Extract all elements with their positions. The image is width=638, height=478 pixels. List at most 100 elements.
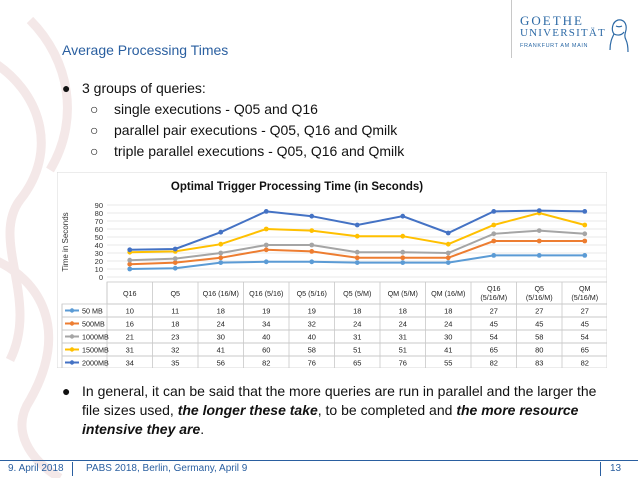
conclusion-emphasis-1: the longer these take: [177, 402, 318, 418]
data-label: 51: [399, 346, 407, 355]
x-tick-label: Q16 (16/M): [203, 289, 239, 298]
data-point: [309, 249, 315, 254]
x-tick-label: QM (5/M): [388, 289, 418, 298]
data-label: 27: [581, 307, 589, 316]
data-label: 21: [126, 333, 134, 342]
data-point: [218, 250, 224, 256]
data-label: 19: [308, 307, 316, 316]
data-label: 58: [535, 333, 543, 342]
data-label: 18: [399, 307, 407, 316]
x-tick-label: QM (16/M): [431, 289, 465, 298]
data-point: [218, 260, 224, 265]
legend-key-marker: [69, 321, 75, 326]
y-tick-label: 0: [99, 273, 103, 282]
data-label: 31: [399, 333, 407, 342]
y-tick-label: 60: [95, 225, 103, 234]
data-point: [491, 231, 497, 237]
sub-bullet-text: parallel pair executions - Q05, Q16 and …: [114, 122, 398, 138]
data-label: 23: [171, 333, 179, 342]
data-label: 24: [399, 320, 407, 329]
data-point: [263, 247, 269, 253]
data-point: [263, 259, 269, 265]
data-label: 30: [217, 333, 225, 342]
data-label: 45: [535, 320, 543, 329]
data-point: [582, 238, 588, 244]
data-point: [263, 226, 269, 232]
data-point: [354, 222, 360, 228]
conclusion-part-3: .: [200, 421, 205, 437]
sub-bullet-text: triple parallel executions - Q05, Q16 an…: [114, 143, 405, 159]
data-point: [127, 247, 133, 253]
data-label: 27: [490, 307, 498, 316]
bullet-text: 3 groups of queries:: [82, 80, 206, 96]
data-label: 24: [444, 320, 452, 329]
legend-key-marker: [69, 360, 75, 365]
data-label: 65: [490, 346, 498, 355]
data-point: [172, 246, 178, 252]
data-label: 19: [262, 307, 270, 316]
data-label: 11: [171, 307, 179, 316]
data-label: 76: [399, 359, 407, 368]
y-tick-label: 90: [95, 201, 103, 210]
data-point: [536, 228, 542, 233]
y-tick-label: 70: [95, 217, 103, 226]
legend-entry: 1000MB: [82, 333, 109, 342]
legend-key-marker: [69, 347, 75, 352]
data-point: [445, 255, 451, 261]
data-point: [400, 260, 406, 265]
data-point: [354, 249, 360, 255]
x-tick-label: (5/16/M): [526, 293, 553, 302]
data-point: [127, 261, 133, 267]
data-point: [536, 238, 542, 244]
data-point: [582, 222, 588, 228]
data-point: [354, 260, 360, 265]
y-tick-label: 10: [95, 265, 103, 274]
data-point: [309, 228, 315, 233]
sub-bullet-text: single executions - Q05 and Q16: [114, 101, 318, 117]
data-point: [354, 233, 360, 239]
data-point: [172, 260, 178, 265]
data-label: 32: [171, 346, 179, 355]
data-label: 24: [353, 320, 361, 329]
watermark-emblem: [0, 16, 72, 478]
y-tick-label: 30: [95, 249, 103, 258]
data-label: 30: [444, 333, 452, 342]
data-label: 82: [262, 359, 270, 368]
page-number: 13: [610, 463, 622, 474]
data-label: 82: [490, 359, 498, 368]
data-label: 10: [126, 307, 134, 316]
x-tick-label: QM: [579, 284, 591, 293]
legend-key-marker: [69, 308, 75, 313]
data-point: [218, 229, 224, 235]
data-label: 34: [262, 320, 270, 329]
data-point: [400, 255, 406, 261]
legend-entry: 50 MB: [82, 307, 103, 316]
legend-entry: 500MB: [82, 320, 105, 329]
x-tick-label: Q5: [534, 284, 544, 293]
x-tick-label: Q16: [487, 284, 501, 293]
bullet-marker: ●: [62, 80, 71, 96]
x-tick-label: Q5 (5/M): [343, 289, 371, 298]
conclusion-part-1: In general, it can be said that the more…: [82, 383, 597, 418]
data-point: [582, 231, 588, 237]
data-label: 56: [217, 359, 225, 368]
data-point: [536, 208, 542, 213]
data-label: 45: [490, 320, 498, 329]
data-label: 27: [535, 307, 543, 316]
data-point: [582, 253, 588, 258]
data-label: 82: [581, 359, 589, 368]
data-label: 18: [217, 307, 225, 316]
data-label: 45: [581, 320, 589, 329]
data-label: 16: [126, 320, 134, 329]
data-label: 58: [308, 346, 316, 355]
data-label: 40: [262, 333, 270, 342]
data-label: 65: [353, 359, 361, 368]
data-label: 83: [535, 359, 543, 368]
sub-bullet-marker: ○: [90, 122, 99, 138]
data-point: [582, 209, 588, 214]
footer-separator: [72, 462, 73, 476]
line-chart: Optimal Trigger Processing Time (in Seco…: [57, 172, 607, 368]
data-point: [309, 259, 315, 265]
footer-rule: [0, 460, 638, 461]
data-point: [400, 213, 406, 219]
